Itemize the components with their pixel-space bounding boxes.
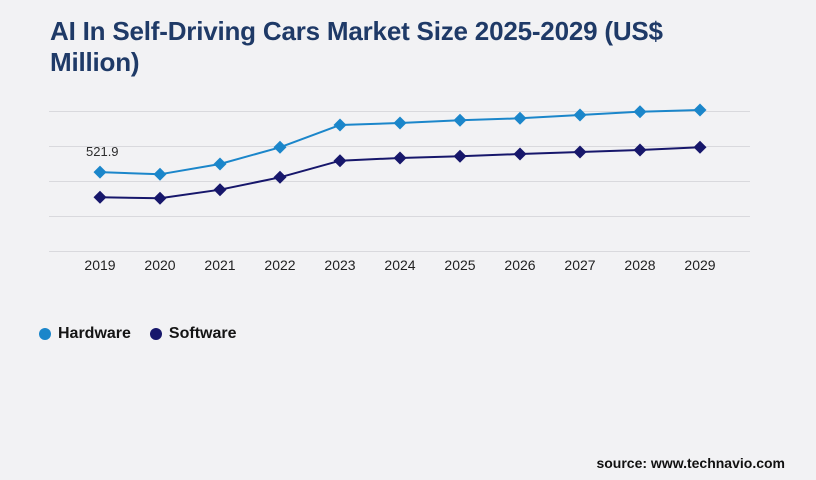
x-axis-label-2024: 2024 xyxy=(384,257,416,273)
software-marker xyxy=(393,151,407,165)
legend-label-hardware: Hardware xyxy=(58,325,131,342)
x-axis-label-2026: 2026 xyxy=(504,257,536,273)
x-axis-label-2023: 2023 xyxy=(324,257,356,273)
software-marker xyxy=(333,154,347,168)
x-axis-label-2020: 2020 xyxy=(144,257,176,273)
software-marker xyxy=(273,170,287,184)
x-axis-label-2022: 2022 xyxy=(264,257,296,273)
x-axis-label-2029: 2029 xyxy=(684,257,716,273)
hardware-marker xyxy=(513,111,527,125)
x-axis-label-2019: 2019 xyxy=(84,257,116,273)
hardware-marker xyxy=(693,103,707,117)
software-legend-marker-icon xyxy=(149,328,162,340)
hardware-marker xyxy=(393,116,407,130)
legend: Hardware Software xyxy=(39,325,237,343)
software-marker xyxy=(573,145,587,159)
hardware-marker xyxy=(273,140,287,154)
hardware-marker xyxy=(213,157,227,171)
hardware-marker xyxy=(333,118,347,132)
hardware-legend-marker-icon xyxy=(39,328,51,340)
chart-title: AI In Self-Driving Cars Market Size 2025… xyxy=(50,16,663,77)
data-label-hardware-2019: 521.9 xyxy=(86,144,119,159)
x-axis-label-2028: 2028 xyxy=(624,257,656,273)
hardware-marker xyxy=(633,105,647,119)
hardware-marker xyxy=(93,165,107,179)
software-marker xyxy=(513,147,527,161)
software-marker xyxy=(693,140,707,154)
software-marker xyxy=(93,190,107,204)
x-axis-label-2025: 2025 xyxy=(444,257,476,273)
hardware-marker xyxy=(153,167,167,181)
legend-item-hardware: Hardware xyxy=(39,325,131,343)
software-marker xyxy=(453,149,467,163)
legend-item-software: Software xyxy=(149,325,237,343)
x-axis-label-2021: 2021 xyxy=(204,257,236,273)
legend-label-software: Software xyxy=(168,325,237,342)
hardware-marker xyxy=(453,113,467,127)
software-marker xyxy=(633,143,647,157)
software-marker xyxy=(213,183,227,197)
software-marker xyxy=(153,191,167,205)
x-axis-label-2027: 2027 xyxy=(564,257,596,273)
source-attribution: source: www.technavio.com xyxy=(596,455,785,471)
hardware-marker xyxy=(573,108,587,122)
